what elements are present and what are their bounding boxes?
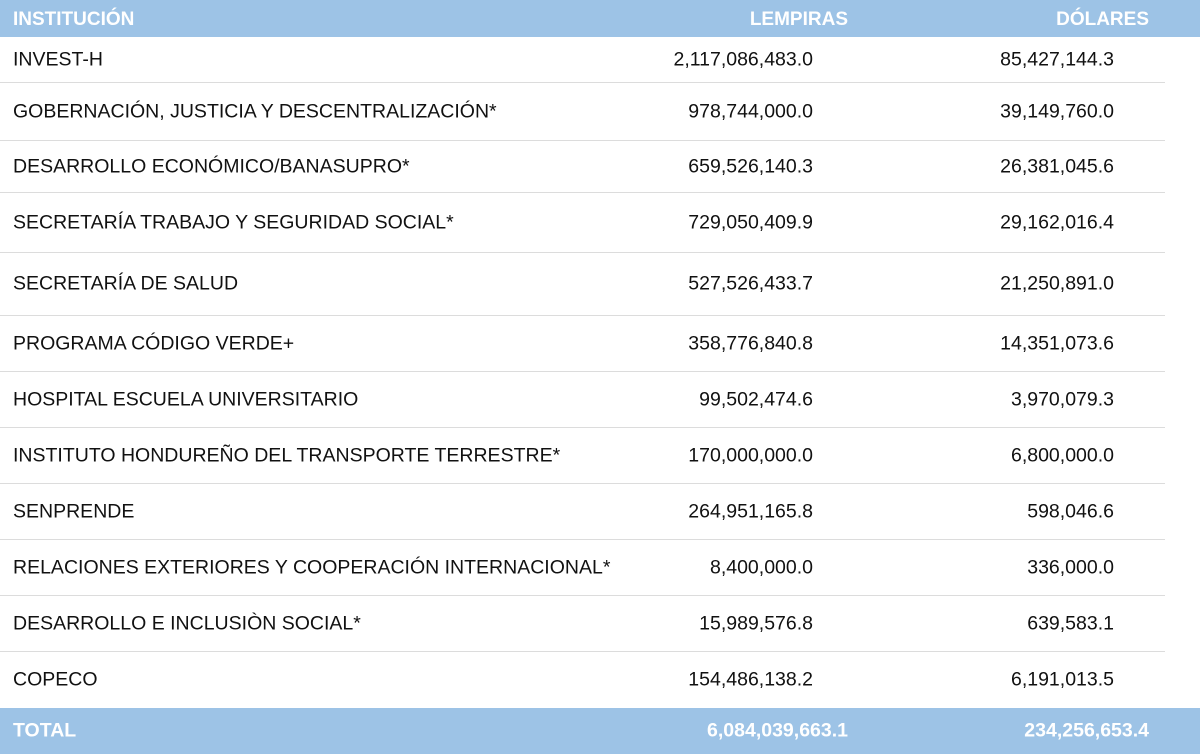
- institution-name: RELACIONES EXTERIORES Y COOPERACIÓN INTE…: [13, 556, 611, 578]
- table-row: SENPRENDE 264,951,165.8 598,046.6: [0, 484, 1165, 540]
- lempiras-value: 154,486,138.2: [688, 668, 813, 691]
- institution-name: COPECO: [13, 668, 98, 691]
- total-row: TOTAL 6,084,039,663.1 234,256,653.4: [0, 708, 1200, 754]
- table-row: PROGRAMA CÓDIGO VERDE+ 358,776,840.8 14,…: [0, 316, 1165, 372]
- institution-name: HOSPITAL ESCUELA UNIVERSITARIO: [13, 388, 359, 410]
- institution-name: DESARROLLO ECONÓMICO/BANASUPRO*: [13, 155, 410, 177]
- lempiras-value: 527,526,433.7: [688, 272, 813, 295]
- institution-name: INSTITUTO HONDUREÑO DEL TRANSPORTE TERRE…: [13, 444, 561, 466]
- total-dolares: 234,256,653.4: [1024, 719, 1149, 742]
- lempiras-value: 8,400,000.0: [709, 556, 813, 578]
- dolares-value: 14,351,073.6: [1000, 332, 1114, 354]
- lempiras-value: 264,951,165.8: [688, 500, 813, 522]
- institution-name: SECRETARÍA TRABAJO Y SEGURIDAD SOCIAL*: [13, 211, 454, 233]
- total-label: TOTAL: [13, 719, 77, 742]
- total-lempiras: 6,084,039,663.1: [707, 719, 848, 742]
- table-row: INSTITUTO HONDUREÑO DEL TRANSPORTE TERRE…: [0, 428, 1165, 484]
- lempiras-value: 729,050,409.9: [688, 211, 813, 233]
- table-row: INVEST-H 2,117,086,483.0 85,427,144.3: [0, 37, 1165, 83]
- lempiras-value: 659,526,140.3: [688, 155, 813, 177]
- lempiras-value: 2,117,086,483.0: [673, 48, 813, 70]
- institution-name: PROGRAMA CÓDIGO VERDE+: [13, 332, 295, 354]
- column-header-dolares: DÓLARES: [1056, 9, 1149, 30]
- lempiras-value: 15,989,576.8: [699, 612, 813, 634]
- institution-name: GOBERNACIÓN, JUSTICIA Y DESCENTRALIZACIÓ…: [13, 100, 497, 122]
- table-row: DESARROLLO E INCLUSIÒN SOCIAL* 15,989,57…: [0, 596, 1165, 652]
- table-header: INSTITUCIÓN LEMPIRAS DÓLARES: [0, 0, 1200, 37]
- dolares-value: 6,191,013.5: [1010, 668, 1114, 691]
- institution-name: SECRETARÍA DE SALUD: [13, 272, 239, 295]
- dolares-value: 3,970,079.3: [1010, 388, 1114, 410]
- dolares-value: 639,583.1: [1027, 612, 1114, 634]
- column-header-institution: INSTITUCIÓN: [13, 9, 135, 30]
- table-row: COPECO 154,486,138.2 6,191,013.5: [0, 652, 1165, 708]
- institution-name: DESARROLLO E INCLUSIÒN SOCIAL*: [13, 612, 361, 634]
- table-row: DESARROLLO ECONÓMICO/BANASUPRO* 659,526,…: [0, 141, 1165, 193]
- lempiras-value: 170,000,000.0: [688, 444, 813, 466]
- table-row: SECRETARÍA DE SALUD 527,526,433.7 21,250…: [0, 253, 1165, 316]
- dolares-value: 598,046.6: [1027, 500, 1114, 522]
- lempiras-value: 358,776,840.8: [688, 332, 813, 354]
- dolares-value: 26,381,045.6: [1000, 155, 1114, 177]
- dolares-value: 39,149,760.0: [1000, 100, 1114, 122]
- institution-name: INVEST-H: [13, 48, 103, 70]
- table-row: GOBERNACIÓN, JUSTICIA Y DESCENTRALIZACIÓ…: [0, 83, 1165, 141]
- table-row: HOSPITAL ESCUELA UNIVERSITARIO 99,502,47…: [0, 372, 1165, 428]
- dolares-value: 21,250,891.0: [1000, 272, 1114, 295]
- institution-name: SENPRENDE: [13, 500, 135, 522]
- dolares-value: 29,162,016.4: [1000, 211, 1114, 233]
- dolares-value: 85,427,144.3: [1000, 48, 1114, 70]
- table-row: RELACIONES EXTERIORES Y COOPERACIÓN INTE…: [0, 540, 1165, 596]
- column-header-lempiras: LEMPIRAS: [749, 9, 848, 30]
- dolares-value: 6,800,000.0: [1010, 444, 1114, 466]
- lempiras-value: 99,502,474.6: [699, 388, 813, 410]
- lempiras-value: 978,744,000.0: [688, 100, 813, 122]
- dolares-value: 336,000.0: [1027, 556, 1114, 578]
- table-row: SECRETARÍA TRABAJO Y SEGURIDAD SOCIAL* 7…: [0, 193, 1165, 253]
